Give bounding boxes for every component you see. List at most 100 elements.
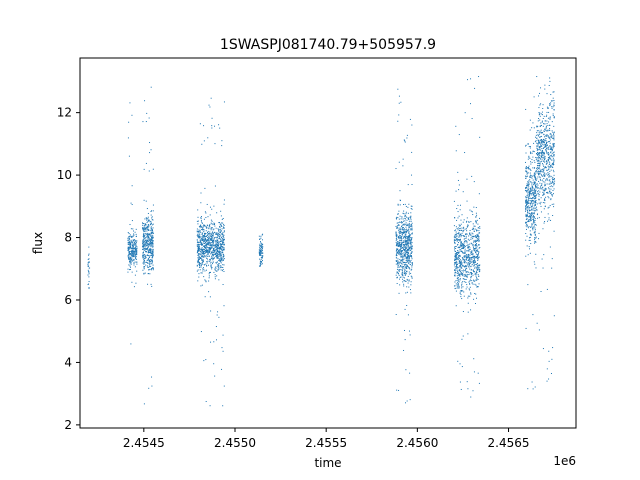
data-point [550,169,552,171]
data-point [459,279,461,281]
data-point [135,228,137,230]
data-point [145,226,147,228]
data-point [218,229,220,231]
data-point [404,270,406,272]
data-point [222,255,224,257]
data-point [221,237,223,239]
data-point [134,266,136,268]
data-point [410,255,412,257]
data-point [147,212,149,214]
data-point [222,284,224,286]
data-point [461,298,463,300]
data-point [525,327,527,329]
data-point [411,124,413,126]
data-point [221,228,223,230]
data-point [220,265,222,267]
data-point [456,233,458,235]
data-point [395,253,397,255]
data-point [466,286,468,288]
data-point [460,290,462,292]
data-point [546,151,548,153]
data-point [206,265,208,267]
data-point [130,343,132,345]
data-point [531,159,533,161]
data-point [223,243,225,245]
data-point [223,239,225,241]
data-point [549,191,551,193]
data-point [147,254,149,256]
data-point [130,256,132,258]
data-point [549,77,551,79]
data-point [454,281,456,283]
data-point [132,253,134,255]
data-point [205,245,207,247]
data-point [527,196,529,198]
data-point [209,106,211,108]
data-point [404,203,406,205]
data-point [407,265,409,267]
data-point [464,152,466,154]
data-point [528,205,530,207]
data-point [209,271,211,273]
data-point [462,231,464,233]
x-tick-label: 2.4555 [305,436,347,450]
data-point [144,233,146,235]
data-point [458,250,460,252]
data-point [221,249,223,251]
data-point [401,262,403,264]
data-point [260,254,262,256]
data-point [213,223,215,225]
data-point [478,267,480,269]
data-point [408,267,410,269]
data-point [524,190,526,192]
data-point [397,213,399,215]
data-point [221,243,223,245]
data-point [151,232,153,234]
data-point [458,184,460,186]
data-point [198,229,200,231]
data-point [408,256,410,258]
data-point [400,200,402,202]
data-point [143,228,145,230]
data-point [553,203,555,205]
data-point [541,140,543,142]
data-point [223,249,225,251]
data-point [259,246,261,248]
data-point [461,285,463,287]
data-point [456,256,458,258]
data-point [204,239,206,241]
data-point [546,106,548,108]
data-point [553,135,555,137]
data-point [455,256,457,258]
data-point [136,261,138,263]
data-point [220,247,222,249]
data-point [456,240,458,242]
data-point [461,229,463,231]
data-point [541,184,543,186]
data-point [453,264,455,266]
data-point [463,219,465,221]
data-point [405,216,407,218]
data-point [463,275,465,277]
data-point [399,258,401,260]
data-point [408,259,410,261]
data-point [152,231,154,233]
data-point [128,253,130,255]
data-point [410,259,412,261]
data-point [524,161,526,163]
data-point [199,257,201,259]
data-point [405,226,407,228]
data-point [474,260,476,262]
data-point [471,260,473,262]
data-point [470,276,472,278]
data-point [148,245,150,247]
data-point [541,111,543,113]
data-point [403,204,404,205]
data-point [411,251,413,253]
data-point [214,274,216,276]
data-point [410,220,412,222]
data-point [205,243,207,245]
data-point [214,245,216,247]
data-point [220,231,222,233]
data-point [547,220,549,222]
